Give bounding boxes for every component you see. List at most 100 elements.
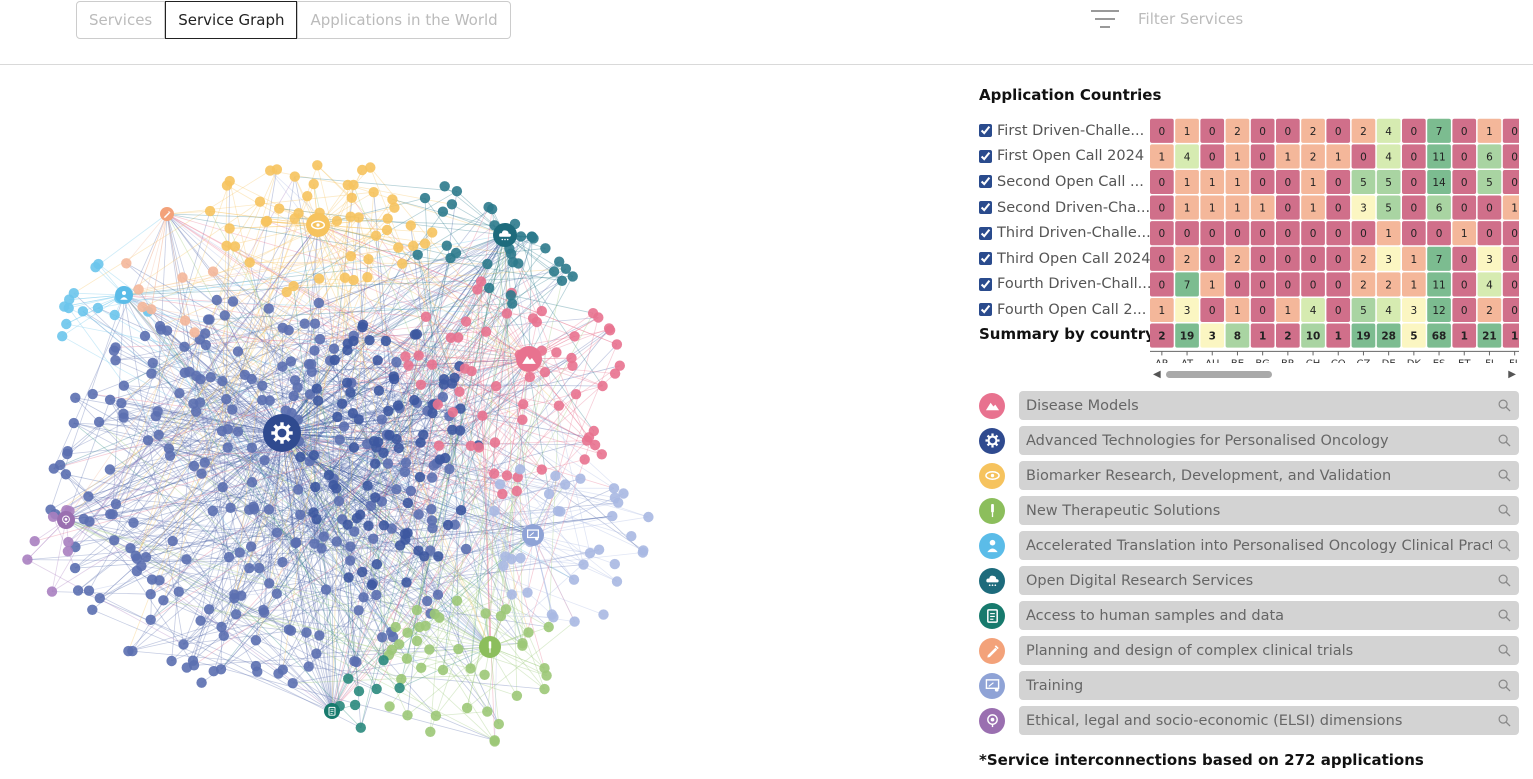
service-node[interactable] bbox=[314, 273, 325, 284]
service-node[interactable] bbox=[345, 541, 356, 552]
summary-cell[interactable]: 5 bbox=[1402, 323, 1426, 348]
service-node[interactable] bbox=[230, 609, 242, 620]
service-node[interactable] bbox=[62, 546, 74, 557]
service-node[interactable] bbox=[550, 470, 561, 482]
service-node[interactable] bbox=[217, 376, 228, 387]
heatmap-cell[interactable]: 4 bbox=[1376, 297, 1401, 323]
service-node[interactable] bbox=[444, 463, 455, 475]
service-node[interactable] bbox=[368, 533, 379, 544]
service-node[interactable] bbox=[353, 605, 364, 616]
cloud-icon[interactable] bbox=[979, 567, 1005, 594]
scroll-left-arrow-icon[interactable]: ◀ bbox=[1153, 369, 1161, 380]
service-node[interactable] bbox=[511, 690, 523, 701]
service-node[interactable] bbox=[515, 552, 526, 564]
summary-cell[interactable]: 28 bbox=[1376, 323, 1401, 348]
service-node[interactable] bbox=[22, 554, 33, 565]
service-node[interactable] bbox=[287, 678, 298, 689]
heatmap-cell[interactable]: 0 bbox=[1402, 169, 1426, 195]
service-node[interactable] bbox=[501, 308, 513, 319]
service-node[interactable] bbox=[299, 318, 310, 329]
heatmap-cell[interactable]: 1 bbox=[1225, 297, 1250, 323]
service-node[interactable] bbox=[381, 224, 393, 236]
service-node[interactable] bbox=[432, 589, 444, 600]
heatmap-cell[interactable]: 0 bbox=[1326, 297, 1351, 323]
heatmap-cell[interactable]: 0 bbox=[1200, 144, 1225, 169]
service-node[interactable] bbox=[539, 663, 550, 674]
heatmap-cell[interactable]: 1 bbox=[1301, 195, 1325, 220]
hub-cloud-icon[interactable] bbox=[493, 223, 517, 247]
heatmap-cell[interactable]: 1 bbox=[1225, 144, 1250, 169]
heatmap-cell[interactable]: 2 bbox=[1175, 246, 1199, 271]
service-node[interactable] bbox=[200, 328, 211, 339]
heatmap-cell[interactable]: 5 bbox=[1376, 195, 1401, 220]
service-node[interactable] bbox=[405, 485, 417, 497]
heatmap-cell[interactable]: 1 bbox=[1225, 169, 1250, 195]
service-node[interactable] bbox=[288, 390, 299, 402]
service-node[interactable] bbox=[259, 607, 270, 618]
service-node[interactable] bbox=[158, 595, 169, 606]
service-node[interactable] bbox=[179, 367, 190, 378]
search-icon[interactable] bbox=[1498, 539, 1511, 552]
service-node[interactable] bbox=[416, 662, 427, 673]
service-node[interactable] bbox=[482, 258, 493, 270]
heatmap-cell[interactable]: 1 bbox=[1376, 221, 1401, 246]
service-node[interactable] bbox=[146, 574, 158, 585]
service-node[interactable] bbox=[371, 589, 382, 601]
heatmap-cell[interactable]: 3 bbox=[1477, 246, 1502, 271]
heatmap-cell[interactable]: 0 bbox=[1250, 221, 1275, 246]
service-node[interactable] bbox=[345, 251, 357, 262]
heatmap-cell[interactable]: 0 bbox=[1402, 144, 1426, 169]
service-node[interactable] bbox=[400, 351, 411, 362]
search-icon[interactable] bbox=[1498, 469, 1511, 482]
service-node[interactable] bbox=[433, 551, 444, 562]
service-node[interactable] bbox=[412, 249, 423, 260]
service-node[interactable] bbox=[437, 391, 449, 403]
service-node[interactable] bbox=[584, 547, 596, 559]
heatmap-cell[interactable]: 0 bbox=[1150, 221, 1174, 246]
heatmap-cell[interactable]: 1 bbox=[1175, 118, 1199, 143]
service-node[interactable] bbox=[415, 437, 426, 448]
heatmap-cell[interactable]: 1 bbox=[1452, 221, 1477, 246]
service-node[interactable] bbox=[308, 178, 319, 190]
service-node[interactable] bbox=[560, 479, 571, 490]
service-node[interactable] bbox=[451, 595, 463, 606]
service-node[interactable] bbox=[609, 492, 621, 503]
service-node[interactable] bbox=[207, 505, 218, 517]
service-node[interactable] bbox=[110, 498, 122, 510]
service-node[interactable] bbox=[142, 435, 154, 446]
service-node[interactable] bbox=[137, 301, 148, 313]
service-node[interactable] bbox=[146, 304, 157, 315]
service-node[interactable] bbox=[248, 501, 259, 512]
service-node[interactable] bbox=[394, 639, 405, 650]
service-node[interactable] bbox=[306, 366, 317, 377]
heatmap-cell[interactable]: 0 bbox=[1276, 169, 1300, 195]
service-node[interactable] bbox=[211, 294, 222, 306]
service-node[interactable] bbox=[489, 735, 500, 746]
service-node[interactable] bbox=[314, 630, 325, 641]
service-node[interactable] bbox=[372, 355, 383, 366]
service-node[interactable] bbox=[195, 615, 206, 626]
service-node[interactable] bbox=[501, 470, 513, 481]
service-node[interactable] bbox=[378, 447, 389, 458]
service-node[interactable] bbox=[517, 640, 528, 651]
summary-cell[interactable]: 1 bbox=[1326, 323, 1351, 348]
service-node[interactable] bbox=[598, 609, 609, 620]
service-node[interactable] bbox=[522, 587, 533, 598]
service-node[interactable] bbox=[442, 519, 454, 531]
category-row-advanced-technologies-for-personalised-oncology[interactable]: Advanced Technologies for Personalised O… bbox=[979, 423, 1519, 458]
service-node[interactable] bbox=[413, 509, 424, 520]
service-node[interactable] bbox=[369, 458, 381, 469]
heatmap-cell[interactable]: 0 bbox=[1200, 297, 1225, 323]
clipboard-icon[interactable] bbox=[979, 602, 1005, 629]
service-node[interactable] bbox=[498, 560, 509, 571]
service-node[interactable] bbox=[90, 262, 101, 273]
heatmap-row-5[interactable]: Third Open Call 2024 bbox=[979, 246, 1152, 272]
service-node[interactable] bbox=[92, 302, 104, 314]
service-node[interactable] bbox=[589, 439, 601, 451]
service-node[interactable] bbox=[346, 192, 357, 203]
heatmap-cell[interactable]: 0 bbox=[1477, 195, 1502, 220]
service-node[interactable] bbox=[343, 572, 354, 583]
summary-cell[interactable]: 10 bbox=[1301, 323, 1325, 348]
heatmap-cell[interactable]: 11 bbox=[1427, 144, 1451, 169]
heatmap-cell[interactable]: 0 bbox=[1150, 195, 1174, 220]
